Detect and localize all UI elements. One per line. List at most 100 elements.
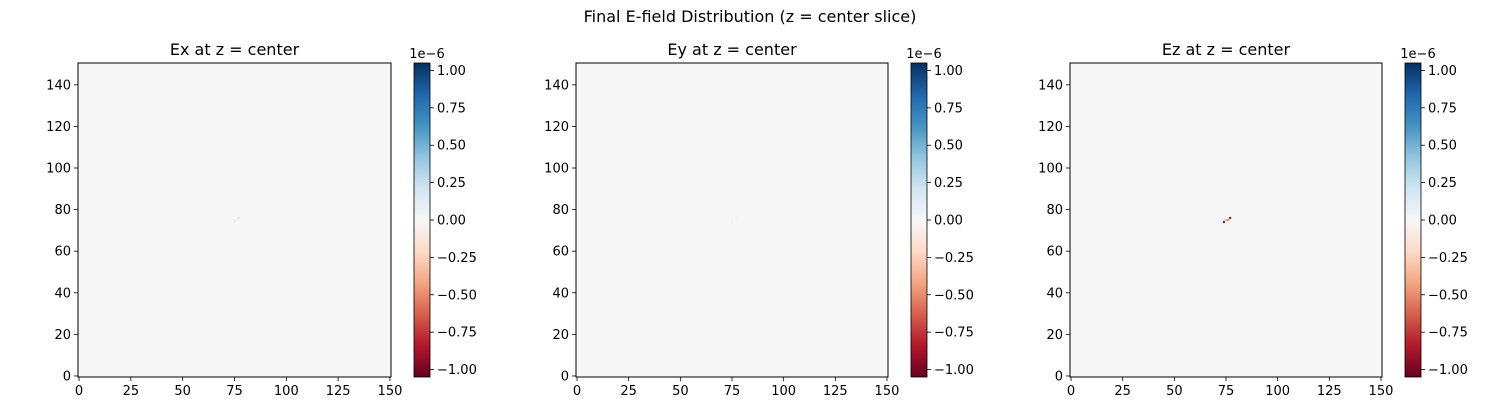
colorbar-gradient [911, 63, 927, 377]
y-tick-label: 0 [1055, 369, 1063, 384]
x-tick-label: 100 [771, 384, 796, 399]
x-tick-label: 0 [75, 384, 83, 399]
x-tick-label: 75 [1218, 384, 1235, 399]
x-tick-label: 25 [1114, 384, 1131, 399]
colorbar-tick-label: 0.50 [437, 139, 466, 154]
colorbar-tick-label: −0.75 [437, 326, 477, 341]
colorbar-tick-label: 0.25 [437, 176, 466, 191]
x-tick-label: 25 [123, 384, 140, 399]
colorbar-offset-text: 1e−6 [409, 47, 444, 62]
colorbar-tick-label: 0.50 [934, 139, 963, 154]
panel-title: Ey at z = center [667, 40, 797, 59]
heatmap-cell [1227, 218, 1230, 222]
panel-ey: Ey at z = center 0 25 50 75 100 125 150 0 20 40 60… [544, 40, 974, 399]
x-tick-label: 125 [823, 384, 848, 399]
colorbar-tick-label: −1.00 [934, 363, 974, 378]
y-tick-label: 120 [46, 120, 71, 135]
panel-ex: Ex at z = center 0 25 50 75 100 125 150 0 20 40 60… [46, 40, 477, 399]
colorbar-gradient [414, 63, 430, 377]
heatmap-cell [730, 218, 734, 222]
colorbar-tick-label: 0.00 [934, 214, 963, 229]
x-tick-label: 100 [1265, 384, 1290, 399]
y-tick-label: 100 [1038, 162, 1063, 177]
y-tick-label: 60 [552, 245, 569, 260]
colorbar-tick-label: −0.75 [934, 326, 974, 341]
colorbar-tick-label: −0.50 [437, 288, 477, 303]
x-tick-label: 0 [573, 384, 581, 399]
colorbar-tick-label: 1.00 [437, 64, 466, 79]
colorbar-offset-text: 1e−6 [906, 47, 941, 62]
y-tick-label: 120 [544, 120, 569, 135]
colorbar-tick-label: −0.25 [1428, 251, 1468, 266]
y-tick-label: 0 [63, 369, 71, 384]
colorbar-tick-label: 1.00 [934, 64, 963, 79]
y-tick-label: 0 [561, 369, 569, 384]
heatmap-plot: 0 25 50 75 100 125 150 0 20 40 60 80 100 120 140 [1038, 62, 1394, 399]
colorbar-tick-label: 0.50 [1428, 139, 1457, 154]
x-tick-label: 125 [326, 384, 351, 399]
panel-title: Ez at z = center [1162, 40, 1291, 59]
x-tick-label: 50 [1166, 384, 1183, 399]
heatmap-cell [233, 221, 236, 224]
x-tick-label: 75 [724, 384, 741, 399]
colorbar: 1e−6 −1.00 −0.75 −0.50 −0.25 0.00 0.25 0.50 0.75… [1400, 47, 1468, 378]
colorbar-tick-label: −0.75 [1428, 326, 1468, 341]
heatmap-cell [235, 218, 238, 222]
colorbar-tick-label: 0.75 [437, 101, 466, 116]
colorbar-tick-label: 0.25 [934, 176, 963, 191]
x-tick-label: 25 [620, 384, 637, 399]
colorbar-tick-label: −0.50 [934, 288, 974, 303]
heatmap-cell [1229, 216, 1232, 219]
x-tick-label: 150 [378, 384, 403, 399]
panel-title: Ex at z = center [170, 40, 300, 59]
x-tick-label: 150 [875, 384, 900, 399]
x-tick-label: 0 [1067, 384, 1075, 399]
heatmap-cell [1222, 221, 1225, 224]
y-tick-label: 20 [54, 328, 71, 343]
colorbar-tick-label: 0.25 [1428, 176, 1457, 191]
y-tick-label: 40 [552, 286, 569, 301]
y-tick-label: 140 [1038, 78, 1063, 93]
colorbar-tick-label: −1.00 [1428, 363, 1468, 378]
heatmap-cell [730, 221, 734, 224]
colorbar-tick-label: −0.25 [437, 251, 477, 266]
colorbar-tick-label: 0.00 [437, 214, 466, 229]
y-tick-label: 140 [544, 78, 569, 93]
y-tick-label: 40 [54, 286, 71, 301]
colorbar-tick-label: −1.00 [437, 363, 477, 378]
x-tick-label: 100 [274, 384, 299, 399]
y-tick-label: 100 [46, 162, 71, 177]
colorbar: 1e−6 −1.00 −0.75 −0.50 −0.25 0.00 0.25 0.50 0.75… [409, 47, 477, 378]
y-tick-label: 80 [552, 203, 569, 218]
y-tick-label: 20 [1046, 328, 1063, 343]
colorbar-gradient [1405, 63, 1421, 377]
colorbar-tick-label: −0.25 [934, 251, 974, 266]
heatmap-cell [735, 216, 738, 219]
x-tick-label: 75 [226, 384, 243, 399]
heatmap-cell [1224, 218, 1228, 222]
y-tick-label: 80 [54, 203, 71, 218]
colorbar-tick-label: 0.00 [1428, 214, 1457, 229]
y-tick-label: 100 [544, 162, 569, 177]
x-tick-label: 125 [1317, 384, 1342, 399]
y-tick-label: 60 [1046, 245, 1063, 260]
heatmap-background [78, 63, 391, 377]
colorbar-offset-text: 1e−6 [1400, 47, 1435, 62]
figure-suptitle: Final E-field Distribution (z = center s… [584, 7, 917, 26]
colorbar-tick-label: 1.00 [1428, 64, 1457, 79]
y-tick-label: 80 [1046, 203, 1063, 218]
heatmap-plot: 0 25 50 75 100 125 150 0 20 40 60 80 100 120 140 [544, 62, 900, 399]
x-tick-label: 50 [174, 384, 191, 399]
y-tick-label: 120 [1038, 120, 1063, 135]
heatmap-cell [237, 216, 240, 219]
y-tick-label: 60 [54, 245, 71, 260]
colorbar-tick-label: 0.75 [1428, 101, 1457, 116]
x-tick-label: 150 [1369, 384, 1394, 399]
panel-ez: Ez at z = center 0 25 50 75 100 125 150 0 20 40 60… [1038, 40, 1468, 399]
colorbar: 1e−6 −1.00 −0.75 −0.50 −0.25 0.00 0.25 0.50 0.75… [906, 47, 974, 378]
colorbar-tick-label: 0.75 [934, 101, 963, 116]
y-tick-label: 140 [46, 78, 71, 93]
x-tick-label: 50 [672, 384, 689, 399]
colorbar-tick-label: −0.50 [1428, 288, 1468, 303]
